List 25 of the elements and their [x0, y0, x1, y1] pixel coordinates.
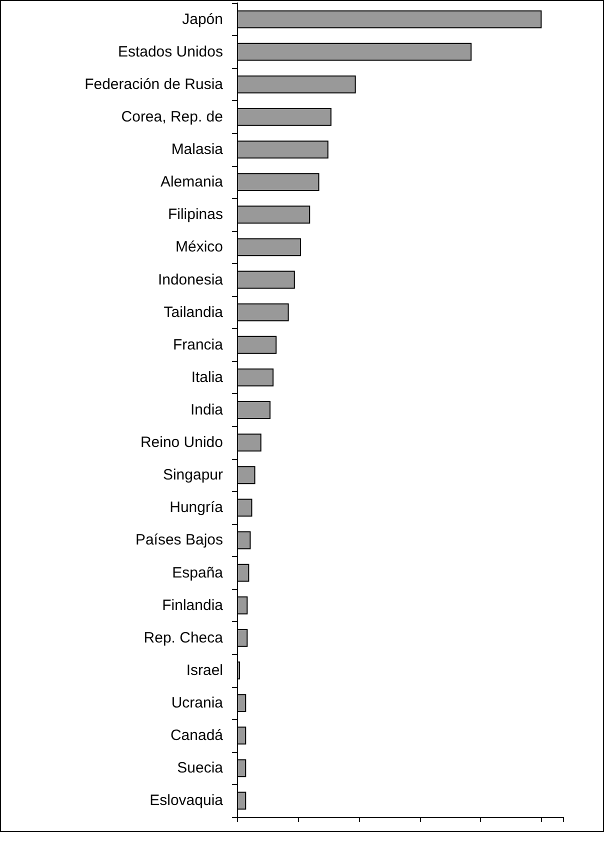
y-tick-label: Francia [172, 336, 224, 354]
y-tick-label: Reino Unido [140, 434, 223, 452]
y-tick-label: Malasia [171, 141, 224, 158]
y-tick-label: Filipinas [168, 206, 223, 224]
y-tick-label: Alemania [160, 174, 224, 191]
y-tick-label: Japón [182, 10, 223, 28]
y-tick-label: España [172, 564, 224, 582]
y-tick-label: Italia [191, 368, 224, 386]
y-tick-label: Singapur [162, 466, 223, 484]
y-tick-label: Indonesia [158, 271, 224, 288]
y-tick-label: Eslovaquia [150, 792, 224, 810]
y-tick-label: Hungría [170, 499, 224, 516]
y-tick-label: Corea, Rep. de [121, 108, 223, 126]
y-tick-label: Finlandia [162, 596, 224, 614]
y-tick-label: Federación de Rusia [84, 76, 224, 93]
y-tick-label: México [175, 238, 223, 256]
y-tick-label: India [190, 402, 224, 418]
y-tick-label: Países Bajos [135, 532, 223, 549]
y-tick-label: Tailandia [164, 304, 224, 321]
y-tick-label: Israel [186, 662, 223, 679]
y-tick-label: Estados Unidos [118, 43, 223, 60]
y-tick-label: Rep. Checa [144, 629, 224, 646]
y-tick-label: Canadá [170, 727, 224, 744]
y-tick-label: Ucrania [171, 694, 224, 712]
y-tick-label: Suecia [177, 760, 224, 777]
